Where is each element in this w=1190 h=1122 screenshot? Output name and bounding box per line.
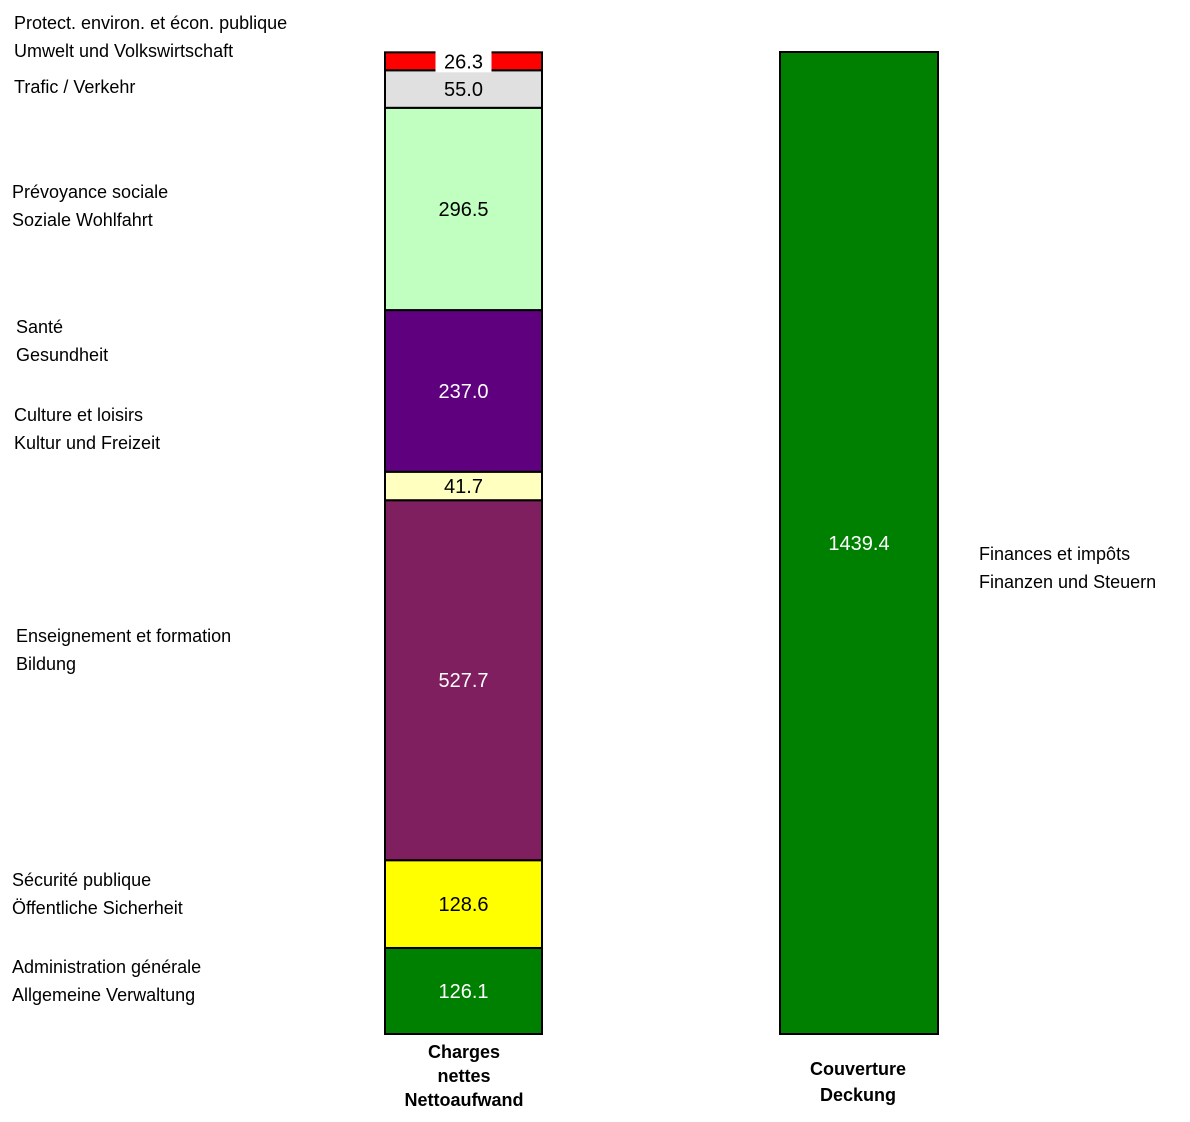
bar-segment xyxy=(384,69,543,109)
value-label: 1439.4 xyxy=(828,533,889,555)
category-label-line: Umwelt und Volkswirtschaft xyxy=(14,41,233,61)
category-label-line: Allgemeine Verwaltung xyxy=(12,985,195,1005)
category-label-line: Gesundheit xyxy=(16,345,108,365)
category-label-line: Kultur und Freizeit xyxy=(14,433,160,453)
category-label: Protect. environ. et écon. publique Umwel… xyxy=(14,13,287,61)
category-label-line: Enseignement et formation xyxy=(16,626,231,646)
value-label: 296.5 xyxy=(438,199,488,221)
category-label-line: Administration générale xyxy=(12,957,201,977)
category-label-line: Prévoyance sociale xyxy=(12,182,168,202)
bar-segment xyxy=(779,51,939,1035)
bar-segment xyxy=(384,859,543,949)
category-label-line: Finanzen und Steuern xyxy=(979,572,1156,592)
category-label-line: Trafic / Verkehr xyxy=(14,77,135,97)
x-axis-label-line: Couverture xyxy=(810,1059,906,1079)
value-label-bg xyxy=(435,48,492,73)
category-label-line: Öffentliche Sicherheit xyxy=(12,898,183,918)
category-label: Trafic / Verkehr xyxy=(14,77,135,97)
value-label: 237.0 xyxy=(438,381,488,403)
category-label: Sécurité publique Öffentliche Sicherheit xyxy=(12,870,183,918)
category-label: Finances et impôts Finanzen und Steuern xyxy=(979,544,1156,592)
x-axis-label-line: Charges xyxy=(428,1042,500,1062)
value-label: 128.6 xyxy=(438,894,488,916)
value-label-bg xyxy=(435,472,492,497)
bar-segment xyxy=(384,309,543,473)
category-label: Culture et loisirs Kultur und Freizeit xyxy=(14,405,160,453)
bar-segment xyxy=(384,946,543,1035)
category-label-line: Finances et impôts xyxy=(979,544,1130,564)
value-label: 55.0 xyxy=(444,79,483,101)
category-label-line: Soziale Wohlfahrt xyxy=(12,210,153,230)
category-label-line: Bildung xyxy=(16,654,76,674)
bar-segment xyxy=(384,106,543,312)
category-label-line: Protect. environ. et écon. publique xyxy=(14,13,287,33)
value-label: 126.1 xyxy=(438,981,488,1003)
x-axis-label-line: Nettoaufwand xyxy=(405,1090,524,1110)
category-label: Enseignement et formation Bildung xyxy=(16,626,231,674)
category-label: Santé Gesundheit xyxy=(16,317,108,365)
x-axis-label-line: nettes xyxy=(437,1066,490,1086)
value-label: 26.3 xyxy=(444,51,483,73)
value-label: 527.7 xyxy=(438,670,488,692)
x-axis-label: Couverture Deckung xyxy=(810,1059,906,1105)
category-label: Prévoyance sociale Soziale Wohlfahrt xyxy=(12,182,168,230)
x-axis-label: Charges nettes Nettoaufwand xyxy=(405,1042,524,1110)
category-label-line: Culture et loisirs xyxy=(14,405,143,425)
category-label-line: Sécurité publique xyxy=(12,870,151,890)
x-axis-label-line: Deckung xyxy=(820,1085,896,1105)
value-label: 41.7 xyxy=(444,476,483,498)
category-label-line: Santé xyxy=(16,317,63,337)
category-label: Administration générale Allgemeine Verwal… xyxy=(12,957,201,1005)
